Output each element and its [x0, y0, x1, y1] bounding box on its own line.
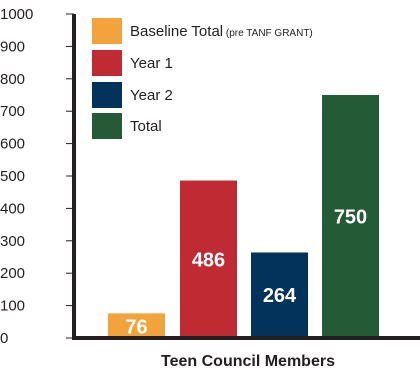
bar — [108, 313, 165, 338]
legend-swatch — [92, 82, 122, 108]
bar-value-label: 750 — [334, 207, 367, 229]
y-tick-label: 1000 — [0, 6, 33, 23]
legend-label-main: Baseline Total — [130, 23, 223, 40]
y-tick-label: 0 — [0, 330, 8, 347]
y-tick-label: 800 — [0, 71, 25, 88]
legend-swatch — [92, 18, 122, 44]
y-axis-ticks: 0 100 200 300 400 500 600 700 800 900 1000 — [0, 6, 74, 347]
legend-label: Baseline Total (pre TANF GRANT) — [130, 23, 313, 40]
y-tick-label: 900 — [0, 38, 25, 55]
y-tick-label: 400 — [0, 200, 25, 217]
bar — [322, 95, 379, 338]
y-tick-label: 100 — [0, 298, 25, 315]
legend-swatch — [92, 113, 122, 139]
legend-label-main: Year 2 — [130, 87, 173, 104]
y-tick-label: 600 — [0, 136, 25, 153]
legend-label: Year 2 — [130, 87, 173, 104]
bar-value-label: 76 — [125, 317, 147, 339]
bar-value-label: 264 — [263, 285, 297, 307]
bar-value-label: 486 — [192, 249, 225, 271]
y-tick-label: 300 — [0, 233, 25, 250]
legend-label-main: Total — [130, 118, 162, 135]
legend: Baseline Total (pre TANF GRANT) Year 1 Yea… — [92, 18, 313, 139]
x-axis-title: Teen Council Members — [161, 353, 335, 370]
y-tick-label: 200 — [0, 265, 25, 282]
y-tick-label: 500 — [0, 168, 25, 185]
legend-label: Year 1 — [130, 55, 173, 72]
bar — [180, 180, 237, 338]
bar — [251, 252, 308, 338]
legend-label-note: (pre TANF GRANT) — [223, 28, 313, 39]
legend-label: Total — [130, 118, 162, 135]
y-tick-label: 700 — [0, 103, 25, 120]
legend-swatch — [92, 50, 122, 76]
legend-label-main: Year 1 — [130, 55, 173, 72]
bars: 76 486 264 750 — [108, 95, 379, 339]
